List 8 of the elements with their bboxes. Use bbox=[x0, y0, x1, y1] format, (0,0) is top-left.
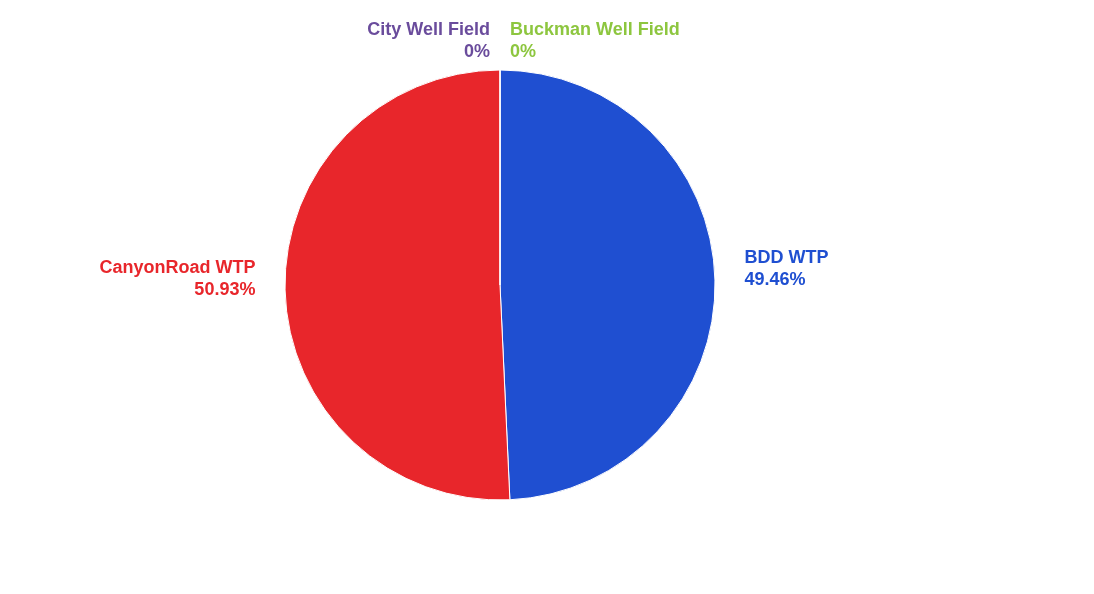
slice-label: BDD WTP bbox=[744, 246, 829, 267]
text: 0% bbox=[510, 41, 537, 62]
data-label: 50.93% bbox=[194, 279, 256, 300]
data-label: 49.46% bbox=[744, 268, 806, 289]
category-label: Buckman Well Field bbox=[510, 19, 680, 40]
text: 0% bbox=[463, 41, 490, 62]
category-label: City Well Field bbox=[367, 19, 490, 40]
slice-label: CanyonRoad WTP bbox=[99, 257, 256, 278]
